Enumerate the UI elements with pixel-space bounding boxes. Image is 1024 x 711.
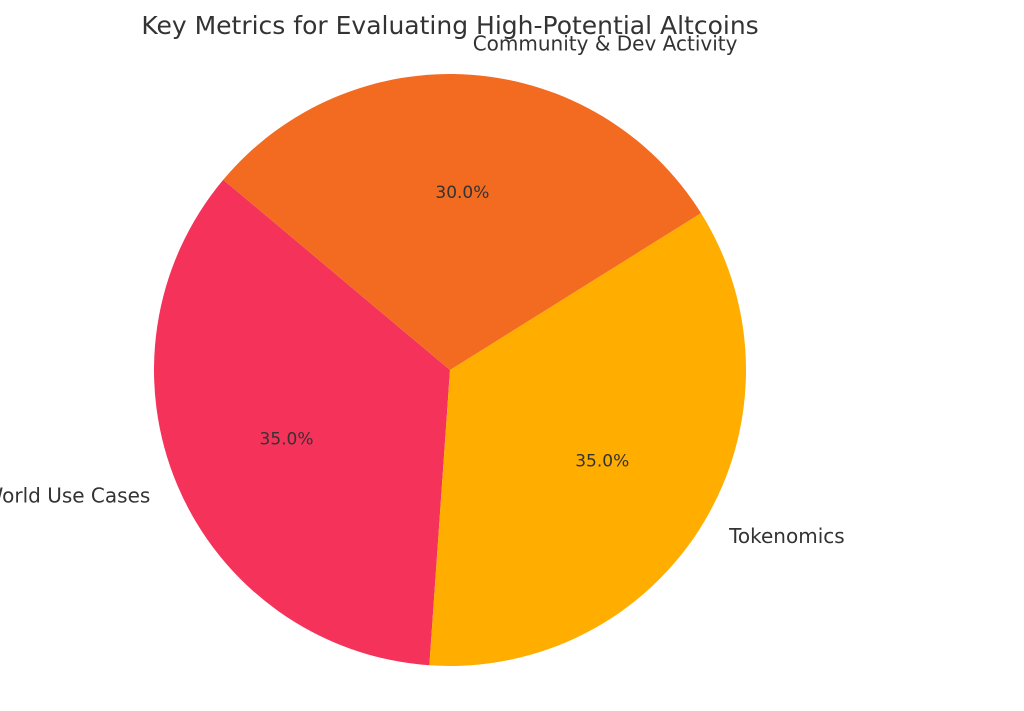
slice-label-community-dev-activity: Community & Dev Activity <box>473 32 738 56</box>
chart-title: Key Metrics for Evaluating High-Potentia… <box>141 11 758 40</box>
slice-label-tokenomics: Tokenomics <box>728 524 845 548</box>
pie-slice-tokenomics <box>429 213 747 666</box>
slice-label-real-world-use-cases: Real-World Use Cases <box>0 484 150 508</box>
pie-labels: Real-World Use Cases 35.0% Tokenomics 35.0%… <box>0 32 845 549</box>
pie-slice-community-dev-activity <box>223 74 702 371</box>
pie-slices <box>153 74 747 666</box>
slice-percent-community-dev-activity: 30.0% <box>435 183 489 203</box>
pie-slice-real-world-use-cases <box>153 179 450 666</box>
slice-percent-tokenomics: 35.0% <box>575 451 629 471</box>
slice-percent-real-world-use-cases: 35.0% <box>260 429 314 449</box>
